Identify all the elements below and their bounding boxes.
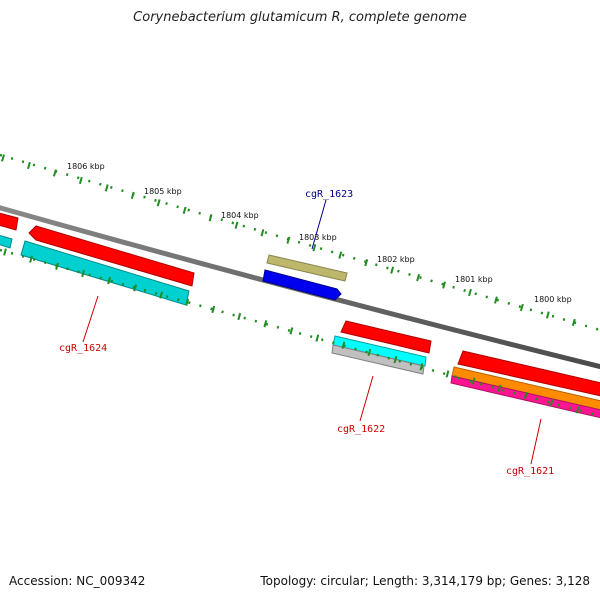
- gene-blue-forward[interactable]: [262, 269, 342, 301]
- outer-major-tick: [494, 296, 498, 304]
- outer-major-tick: [571, 318, 576, 327]
- outer-major-tick: [234, 221, 239, 229]
- inner-major-tick: [315, 334, 320, 342]
- forward-strand-genes: [262, 254, 348, 301]
- tick-label-1803: 1803 kbp: [299, 233, 337, 242]
- gene-cgR_1623[interactable]: [266, 254, 348, 282]
- outer-major-tick: [519, 303, 524, 312]
- inner-major-tick: [159, 291, 164, 299]
- tick-label-1802: 1802 kbp: [377, 255, 415, 264]
- outer-major-tick: [338, 251, 343, 259]
- inner-major-tick: [55, 262, 59, 270]
- gene-cgR_1621-orange[interactable]: [451, 366, 600, 412]
- outer-major-tick: [286, 236, 291, 244]
- outer-dotted-line: [0, 153, 600, 332]
- inner-major-tick: [185, 298, 190, 306]
- gene-labels: cgR_1623 cgR_1624 cgR_1622 cgR_1621: [59, 189, 554, 477]
- accession-text: Accession: NC_009342: [9, 574, 146, 588]
- inner-major-tick: [107, 277, 111, 285]
- outer-major-tick: [442, 281, 446, 289]
- inner-major-tick: [497, 384, 502, 392]
- gene-label-cgR_1623[interactable]: cgR_1623: [305, 189, 353, 200]
- inner-major-tick: [263, 320, 268, 328]
- inner-major-tick: [393, 355, 398, 364]
- outer-major-tick: [390, 266, 395, 274]
- page-title: Corynebacterium glutamicum R, complete g…: [133, 10, 467, 25]
- inner-major-tick: [3, 248, 7, 256]
- inner-tick-track: [0, 248, 600, 418]
- inner-major-tick: [237, 312, 242, 321]
- gene-red-left-edge[interactable]: [0, 212, 19, 231]
- outer-major-tick: [312, 244, 317, 252]
- gene-label-cgR_1624[interactable]: cgR_1624: [59, 343, 107, 354]
- gene-label-cgR_1621[interactable]: cgR_1621: [506, 466, 554, 477]
- leader-cgR_1621: [530, 418, 542, 465]
- gene-cgR_1622-gray[interactable]: [331, 344, 425, 375]
- inner-major-tick: [289, 327, 294, 335]
- gene-cgR_1621-red[interactable]: [457, 350, 600, 398]
- outer-major-tick: [156, 199, 161, 207]
- leader-cgR_1624: [82, 295, 99, 343]
- inner-major-tick: [81, 269, 85, 278]
- inner-major-tick: [471, 377, 476, 385]
- ruler-labels: 1806 kbp 1805 kbp 1804 kbp 1803 kbp 1802…: [67, 162, 572, 304]
- inner-major-tick: [523, 391, 528, 400]
- inner-major-tick: [575, 406, 580, 414]
- outer-major-tick: [1, 154, 5, 162]
- inner-major-tick: [133, 284, 138, 292]
- gene-cyan-left-edge[interactable]: [0, 234, 13, 249]
- tick-label-1801: 1801 kbp: [455, 275, 493, 284]
- outer-major-tick: [130, 191, 135, 199]
- gene-cgR_1622-red[interactable]: [340, 320, 432, 354]
- inner-major-tick: [419, 363, 424, 371]
- inner-major-ticks: [3, 248, 580, 414]
- inner-major-tick: [445, 370, 450, 378]
- tick-label-1805: 1805 kbp: [144, 187, 182, 196]
- inner-dotted-line-right: [457, 376, 600, 418]
- reverse-strand-genes: [0, 212, 600, 419]
- inner-major-tick: [29, 255, 33, 263]
- inner-major-tick: [341, 341, 346, 349]
- gene-cgR_1624-red[interactable]: [28, 225, 195, 287]
- outer-major-tick: [364, 259, 369, 267]
- gene-leaders: [82, 199, 542, 465]
- outer-major-tick: [545, 311, 550, 319]
- outer-major-tick: [182, 206, 187, 214]
- outer-major-tick: [468, 288, 472, 297]
- tick-label-1804: 1804 kbp: [221, 211, 259, 220]
- outer-major-tick: [78, 176, 83, 185]
- genome-summary-text: Topology: circular; Length: 3,314,179 bp…: [260, 574, 590, 588]
- leader-cgR_1623: [311, 199, 327, 250]
- outer-major-ticks: [1, 154, 576, 327]
- inner-major-tick: [367, 348, 372, 357]
- tick-label-1806: 1806 kbp: [67, 162, 105, 171]
- outer-major-tick: [52, 169, 57, 177]
- inner-major-tick: [549, 399, 554, 407]
- outer-major-tick: [416, 273, 421, 282]
- outer-major-tick: [208, 214, 213, 222]
- outer-major-tick: [260, 229, 265, 237]
- outer-major-tick: [27, 161, 31, 170]
- gene-label-cgR_1622[interactable]: cgR_1622: [337, 424, 385, 435]
- inner-major-tick: [211, 305, 216, 314]
- tick-label-1800: 1800 kbp: [534, 295, 572, 304]
- leader-cgR_1622: [359, 375, 374, 422]
- outer-tick-track: [0, 153, 600, 332]
- outer-major-tick: [104, 184, 109, 192]
